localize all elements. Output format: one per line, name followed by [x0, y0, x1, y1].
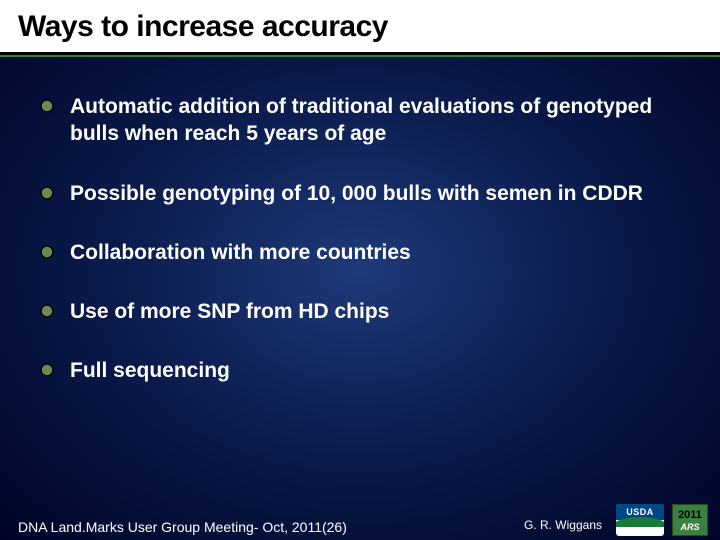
usda-logo-icon: USDA — [616, 504, 664, 536]
ars-text: ARS — [680, 523, 699, 532]
usda-swoosh-icon — [616, 517, 664, 527]
bullet-marker-icon — [40, 304, 54, 318]
footer-meeting-info: DNA Land.Marks User Group Meeting- Oct, … — [18, 519, 347, 536]
bullet-text: Automatic addition of traditional evalua… — [70, 93, 680, 148]
title-bar: Ways to increase accuracy — [0, 0, 720, 55]
year-badge: 2011 ARS — [672, 504, 708, 536]
bullet-item: Full sequencing — [40, 357, 680, 384]
footer: DNA Land.Marks User Group Meeting- Oct, … — [0, 498, 720, 540]
bullet-marker-icon — [40, 245, 54, 259]
bullet-marker-icon — [40, 99, 54, 113]
bullet-marker-icon — [40, 186, 54, 200]
year-text: 2011 — [678, 510, 702, 521]
bullet-item: Automatic addition of traditional evalua… — [40, 93, 680, 148]
bullet-text: Use of more SNP from HD chips — [70, 298, 389, 325]
footer-right: G. R. Wiggans USDA 2011 ARS — [524, 504, 708, 536]
bullet-item: Possible genotyping of 10, 000 bulls wit… — [40, 180, 680, 207]
slide-title: Ways to increase accuracy — [18, 10, 702, 44]
bullet-item: Use of more SNP from HD chips — [40, 298, 680, 325]
bullet-marker-icon — [40, 363, 54, 377]
bullet-text: Possible genotyping of 10, 000 bulls wit… — [70, 180, 643, 207]
bullet-item: Collaboration with more countries — [40, 239, 680, 266]
bullet-text: Full sequencing — [70, 357, 230, 384]
bullet-text: Collaboration with more countries — [70, 239, 411, 266]
content-area: Automatic addition of traditional evalua… — [0, 57, 720, 385]
author-name: G. R. Wiggans — [524, 518, 602, 532]
